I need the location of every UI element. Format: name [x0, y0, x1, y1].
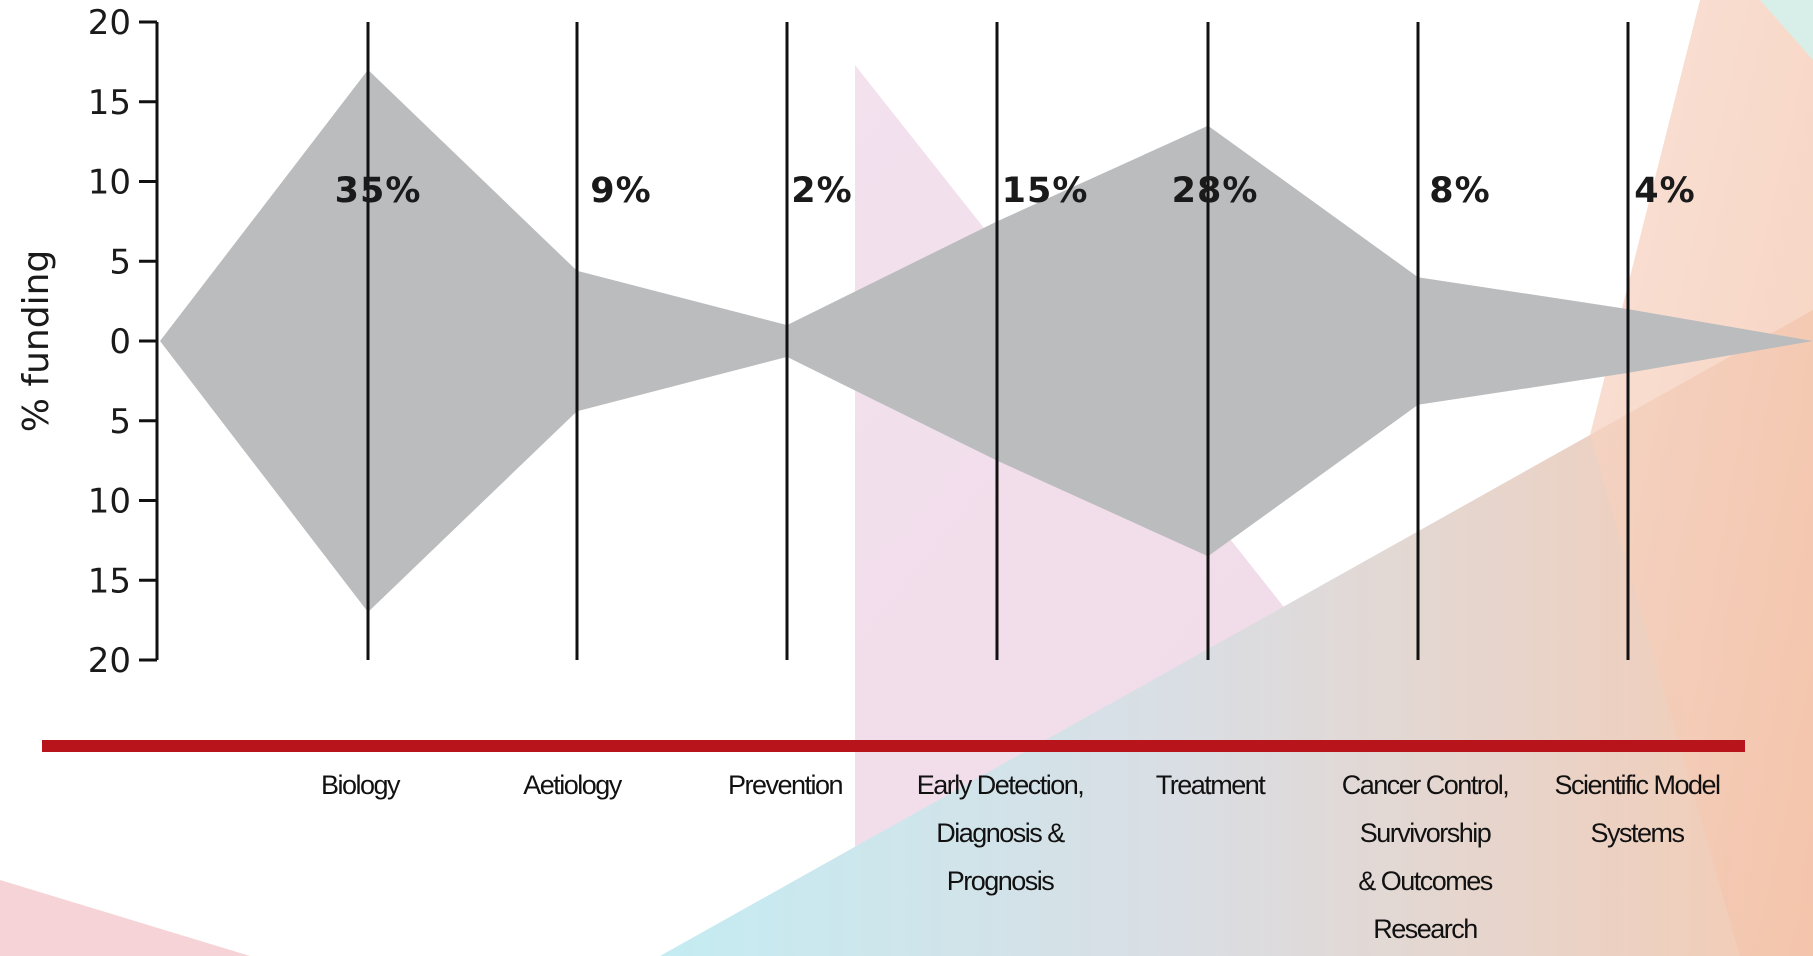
data-label-2: 9% [590, 171, 651, 211]
y-tick-label-4: 5 [109, 242, 131, 282]
y-tick-label-1: 20 [88, 3, 131, 43]
category-label-5-line-1: Treatment [1156, 770, 1267, 800]
category-label-2-line-1: Aetiology [523, 770, 623, 800]
data-label-6: 8% [1429, 171, 1490, 211]
category-label-6-line-2: Survivorship [1360, 818, 1491, 848]
data-label-3: 2% [791, 171, 852, 211]
category-label-6-line-3: & Outcomes [1358, 866, 1493, 896]
category-label-6-line-1: Cancer Control, [1342, 770, 1509, 800]
y-tick-label-6: 5 [109, 402, 131, 442]
funding-area [160, 69, 1813, 613]
data-label-4: 15% [1002, 171, 1089, 211]
y-tick-label-8: 15 [88, 561, 131, 601]
category-label-4-line-3: Prognosis [947, 866, 1055, 896]
y-tick-label-2: 15 [88, 83, 131, 123]
category-label-1-line-1: Biology [321, 770, 401, 800]
y-axis-label: % funding [16, 250, 57, 432]
y-tick-label-7: 10 [88, 482, 131, 522]
data-label-7: 4% [1634, 171, 1695, 211]
red-baseline-bar [42, 740, 1745, 752]
plot-area: 20 15 10 5 0 5 10 15 20 % funding 35% 9% 2% 15% 28% 8% 4… [16, 3, 1813, 944]
bg-teal-sliver [1760, 0, 1813, 60]
category-label-6-line-4: Research [1373, 914, 1477, 944]
data-label-1: 35% [335, 171, 422, 211]
y-tick-label-9: 20 [88, 641, 131, 681]
category-label-7-line-1: Scientific Model [1554, 770, 1720, 800]
bg-gradient-band [660, 310, 1813, 956]
y-tick-label-5: 0 [109, 322, 131, 362]
bg-orange-wedge [1590, 0, 1813, 956]
data-label-5: 28% [1172, 171, 1259, 211]
category-label-4-line-1: Early Detection, [917, 770, 1084, 800]
category-label-3-line-1: Prevention [728, 770, 843, 800]
category-label-7-line-2: Systems [1590, 818, 1684, 848]
y-tick-label-3: 10 [88, 163, 131, 203]
bg-pink-corner [0, 880, 250, 956]
category-label-4-line-2: Diagnosis & [936, 818, 1065, 848]
